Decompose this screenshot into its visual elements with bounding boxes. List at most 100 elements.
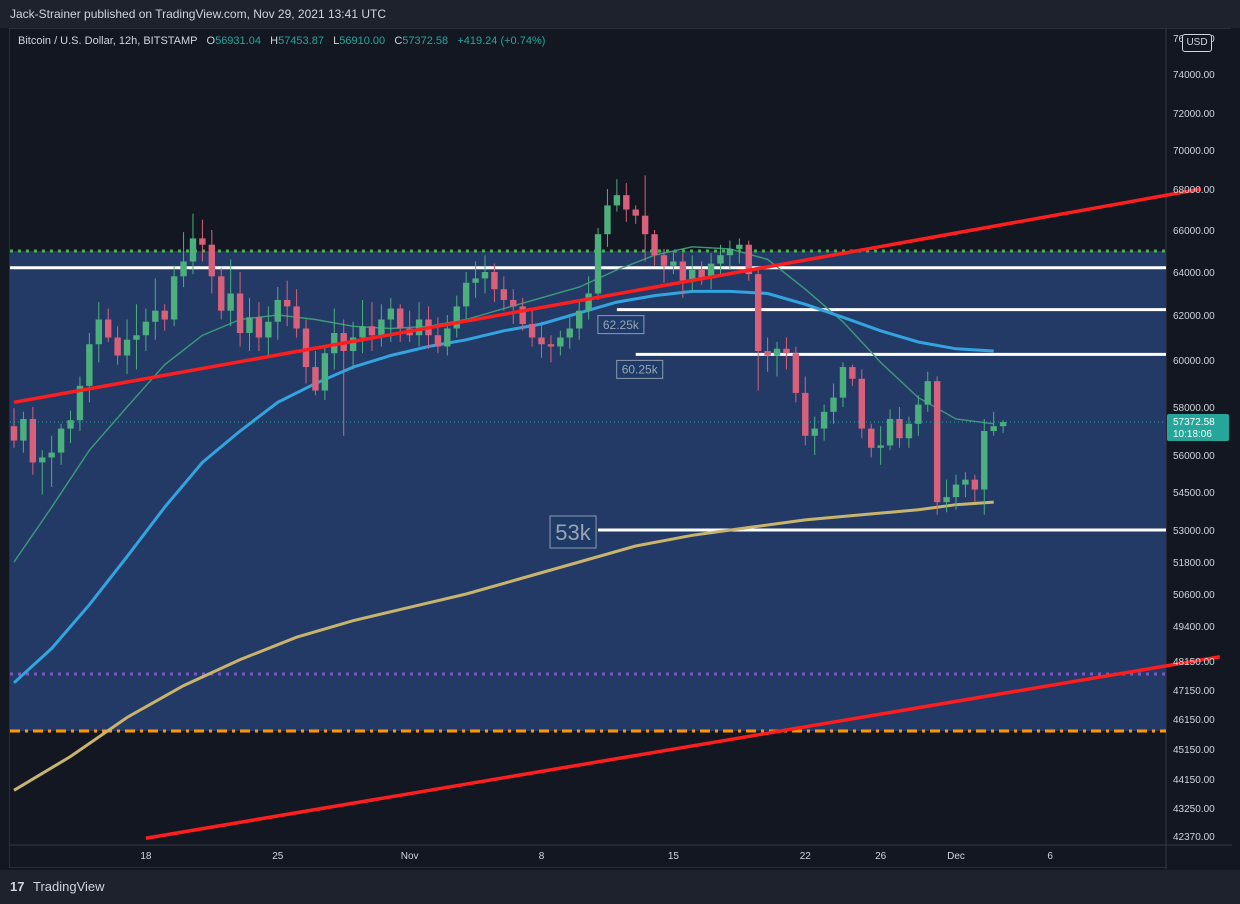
price-tick-label: 62000.00 [1173,311,1215,322]
candle-body [707,263,715,279]
open-label: O [206,35,216,47]
time-tick-label: 15 [668,851,680,862]
time-tick-label: 22 [800,851,812,862]
candle-body [547,344,555,347]
range-zone [10,251,1166,731]
price-tick-label: 70000.00 [1173,146,1215,157]
chart-canvas[interactable]: 76000.00 74000.0072000.0070000.0068000.0… [10,29,1232,869]
candle-body [717,255,724,264]
candle-body [95,319,102,345]
publisher-bar: Jack-Strainer published on TradingView.c… [0,0,1240,28]
candle-body [283,299,291,307]
level-label: 53k [555,520,591,545]
candle-body [208,244,216,277]
price-tick-label: 74000.00 [1173,70,1215,81]
candle-body [349,337,357,351]
candle-body [802,392,809,436]
tradingview-brand[interactable]: TradingView [33,879,105,894]
candle-body [576,310,583,329]
candle-body [57,428,65,453]
chart-frame[interactable]: 76000.00 74000.0072000.0070000.0068000.0… [9,28,1232,869]
candle-body [613,195,621,206]
candle-body [783,348,790,354]
candle-body [10,426,18,441]
price-tick-label: 46150.00 [1173,715,1215,726]
trend-line-0 [13,187,1202,405]
candle-body [48,452,55,458]
candle-body [952,484,960,498]
candle-body [830,397,837,412]
candle-body [886,419,894,446]
candle-body [434,335,442,347]
candle-body [491,272,498,290]
price-tick-label: 56000.00 [1173,451,1215,462]
candle-body [265,321,272,338]
publisher-text: Jack-Strainer published on TradingView.c… [10,7,386,21]
level-labels-layer: 62.25k 60.25k 53k [549,315,664,549]
candle-body [651,234,658,256]
candle-body [359,326,366,338]
price-axis-background [1167,29,1232,869]
price-tick-label: 44150.00 [1173,775,1215,786]
price-tick-label: 72000.00 [1173,109,1215,120]
moving-average-2 [13,500,994,792]
candle-body [368,326,376,336]
candle-body [660,255,668,266]
footer: 17 TradingView [0,870,1240,904]
candle-body [971,479,979,490]
trend-lines-layer [13,187,1221,840]
trend-line-1 [145,655,1221,840]
time-tick-label: 25 [272,851,284,862]
candle-body [792,353,800,393]
moving-average-1 [12,289,994,684]
candle-body [754,274,762,351]
candle-body [726,248,734,256]
candle-body [105,319,112,338]
candle-body [679,261,687,281]
price-tick-label: 53000.00 [1173,526,1215,537]
level-label: 62.25k [603,318,640,332]
close-label: C [394,35,403,47]
level-label-box [549,515,597,549]
price-tick-label: 60000.00 [1173,356,1215,367]
currency-badge[interactable]: USD [1182,34,1212,52]
candle-body [566,328,573,338]
countdown-label: 10:18:06 [1173,429,1212,440]
high-value: 57453.87 [278,35,324,47]
candle-body [962,479,969,485]
price-tick-label: 49400.00 [1173,622,1215,633]
candle-body [896,419,903,439]
candle-body [161,310,168,320]
candle-body [67,420,74,429]
candle-body [321,353,329,391]
candle-body [246,317,253,333]
close-value: 57372.58 [402,35,449,47]
candle-body [670,261,677,266]
candle-body [274,299,281,322]
price-tick-label: 43250.00 [1173,804,1215,815]
candle-body [849,367,856,379]
candle-body [114,337,121,356]
price-tick-label: 64000.00 [1173,268,1215,279]
price-tick-label: 45150.00 [1173,745,1215,756]
candle-body [538,337,545,345]
level-label: 60.25k [622,363,659,377]
candle-body [868,428,875,448]
candle-body [133,335,140,340]
tradingview-logo-icon[interactable]: 17 [10,879,25,894]
last-price-tag [1167,414,1229,442]
candle-body [698,269,705,279]
symbol-name: Bitcoin / U.S. Dollar, 12h, BITSTAMP [18,35,198,47]
candle-body [557,337,564,347]
candle-body [764,351,771,356]
time-tick-label: 26 [875,851,887,862]
candle-body [39,457,46,463]
candle-body [858,378,865,429]
level-label-box [616,359,664,379]
price-tick-label: 42370.00 [1173,832,1215,843]
candle-body [933,381,941,503]
time-tick-label: 8 [539,851,545,862]
candle-body [641,215,649,235]
candle-body [736,244,743,249]
candle-body [189,238,197,262]
